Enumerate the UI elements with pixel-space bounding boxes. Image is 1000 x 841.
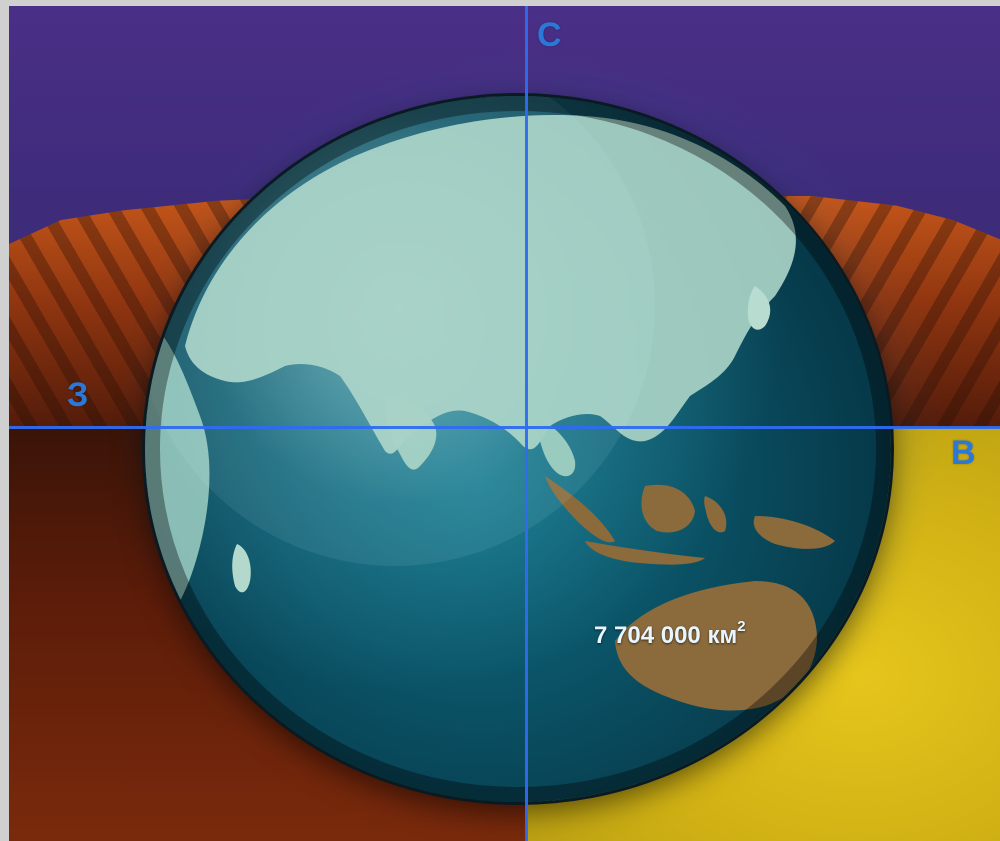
india	[385, 396, 437, 470]
java	[585, 541, 705, 565]
asia-landmass	[185, 115, 796, 454]
globe	[145, 96, 891, 802]
australia	[615, 581, 817, 711]
globe-landmasses	[145, 96, 891, 802]
sulawesi	[704, 496, 727, 533]
borneo	[641, 484, 695, 533]
australia-area-label: 7 704 000 км2	[594, 618, 746, 650]
madagascar	[232, 544, 251, 593]
equator-axis	[9, 426, 1000, 429]
north-label: С	[537, 16, 562, 54]
sumatra	[545, 476, 615, 543]
west-label: З	[67, 376, 89, 414]
map-scene: С З В 7 704 000 км2	[9, 6, 1000, 841]
new-guinea	[753, 516, 835, 549]
southeast-asia	[535, 416, 576, 477]
area-exponent: 2	[737, 618, 746, 635]
area-value: 7 704 000 км	[594, 622, 738, 649]
japan	[747, 286, 771, 330]
meridian-axis	[525, 6, 528, 841]
east-label: В	[951, 434, 976, 472]
africa-edge	[145, 316, 210, 636]
